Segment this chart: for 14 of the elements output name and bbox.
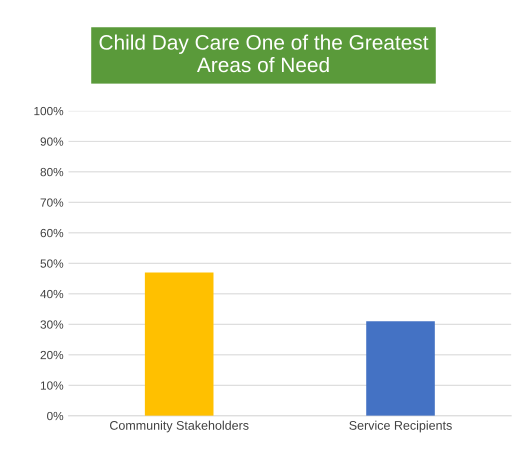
y-tick-label: 100%	[34, 106, 64, 116]
y-tick-label: 30%	[40, 320, 64, 329]
y-tick-label: 0%	[47, 412, 64, 420]
y-tick-label: 20%	[40, 350, 64, 360]
y-tick-label: 70%	[40, 198, 64, 207]
y-tick-label: 40%	[40, 290, 64, 298]
y-tick-label: 90%	[40, 137, 64, 146]
y-tick-label: 10%	[40, 381, 64, 390]
y-tick-label: 50%	[40, 259, 64, 268]
y-tick-label: 80%	[40, 168, 64, 176]
chart-title: Child Day Care One of the Greatest Areas of Need	[100, 34, 428, 72]
x-tick-label: Service Recipients	[349, 420, 452, 432]
x-tick-label: Community Stakeholders	[110, 420, 249, 432]
y-tick-label: 60%	[40, 228, 64, 238]
